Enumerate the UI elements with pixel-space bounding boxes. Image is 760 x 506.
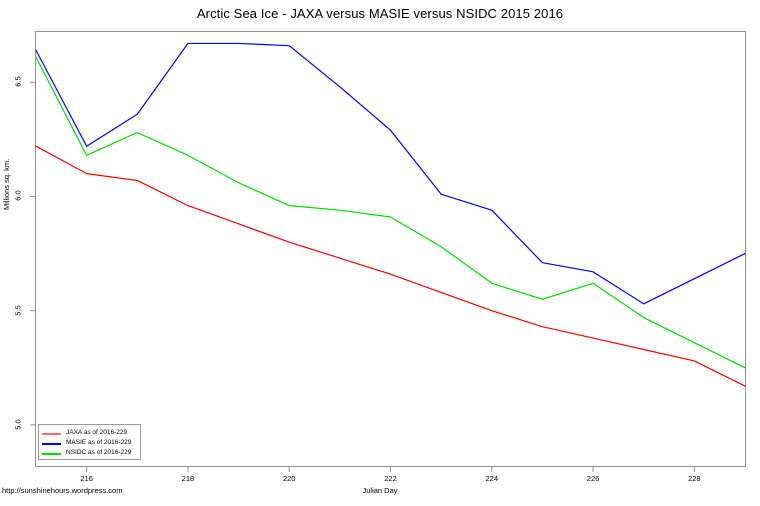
x-tick-label: 228 <box>688 474 701 483</box>
x-tick-label: 226 <box>586 474 600 483</box>
x-tick-label: 218 <box>181 474 195 483</box>
y-tick-label: 6.0 <box>13 190 23 202</box>
chart-title: Arctic Sea Ice - JAXA versus MASIE versu… <box>196 6 564 21</box>
legend-label-nsidc: NSIDC as of 2016-229 <box>66 449 132 456</box>
y-tick-label: 5.5 <box>13 304 23 316</box>
x-axis-label: Julian Day <box>362 486 398 495</box>
x-tick-label: 222 <box>384 474 397 483</box>
chart-legend: JAXA as of 2016-229 MASIE as of 2016-229… <box>38 424 141 460</box>
y-tick-label: 5.0 <box>13 419 23 430</box>
legend-label-masie: MASIE as of 2016-229 <box>66 439 132 446</box>
legend-item-jaxa: JAXA as of 2016-229 <box>42 429 140 439</box>
x-tick-label: 224 <box>485 474 499 483</box>
y-axis-label: Millions sq. km. <box>2 158 11 210</box>
legend-swatch-nsidc <box>42 453 61 455</box>
legend-swatch-masie <box>42 443 61 445</box>
legend-item-masie: MASIE as of 2016-229 <box>42 439 140 449</box>
legend-label-jaxa: JAXA as of 2016-229 <box>66 429 128 436</box>
site-watermark: http://sunshinehours.wordpress.com <box>2 486 123 495</box>
legend-item-nsidc: NSIDC as of 2016-229 <box>42 449 140 459</box>
x-tick-label: 220 <box>282 474 296 483</box>
y-tick-label: 6.5 <box>13 76 23 87</box>
legend-swatch-jaxa <box>42 433 61 435</box>
plot-area <box>35 31 746 467</box>
x-tick-label: 216 <box>80 474 93 483</box>
